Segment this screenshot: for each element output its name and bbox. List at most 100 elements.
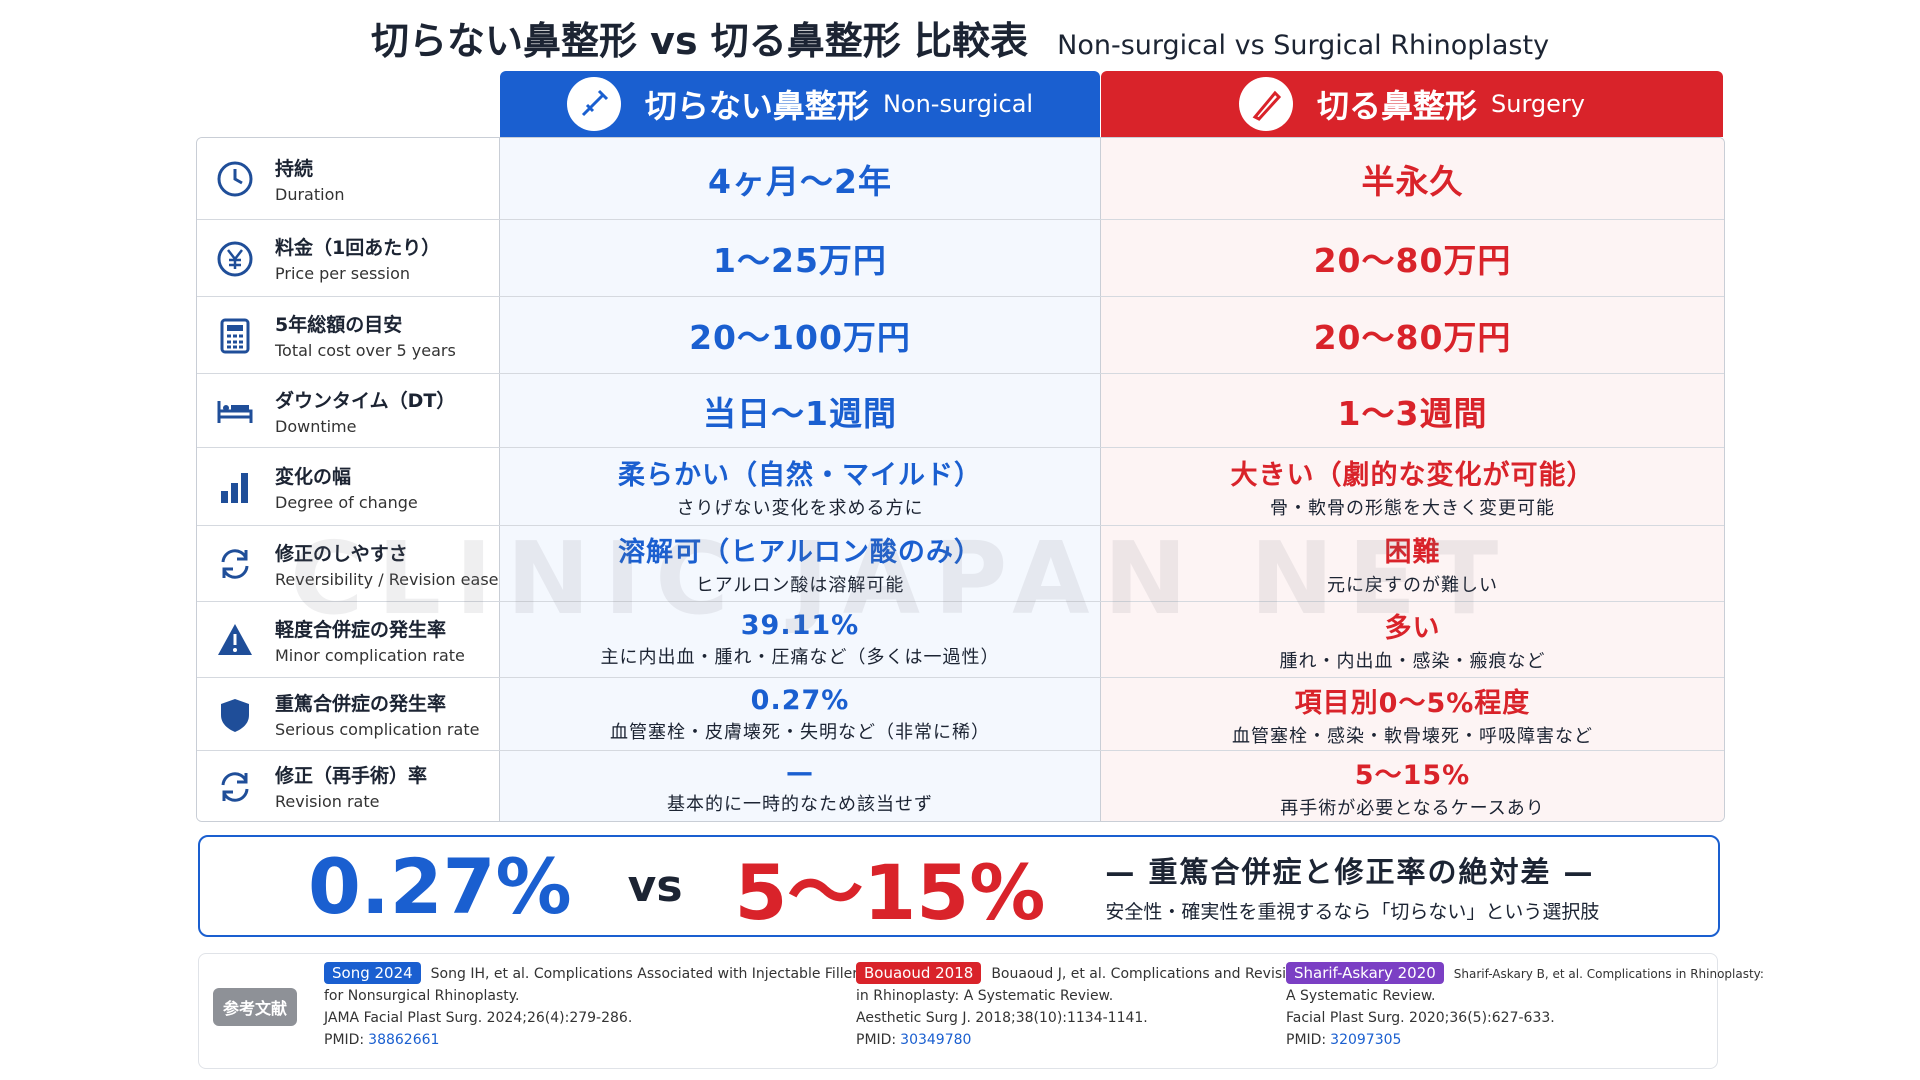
surgical-note: 骨・軟骨の形態を大きく変更可能 <box>1270 498 1555 519</box>
reference-line: for Nonsurgical Rhinoplasty. <box>324 988 520 1004</box>
row-label: 軽度合併症の発生率 Minor complication rate <box>275 602 465 677</box>
table-row: 重篤合併症の発生率 Serious complication rate 0.27% 血… <box>197 677 1724 750</box>
pmid-label: PMID: <box>856 1032 897 1048</box>
nonsurgical-cell: 20～100万円 <box>500 297 1101 373</box>
surgical-cell: 困難 元に戻すのが難しい <box>1101 526 1724 601</box>
reference-first-line: Song 2024 Song IH, et al. Complications A… <box>324 962 865 985</box>
row-label-ja: 5年総額の目安 <box>275 314 403 336</box>
reference-line: A Systematic Review. <box>1286 988 1436 1004</box>
summary-left: 0.27% <box>308 841 572 931</box>
reference-line: Aesthetic Surg J. 2018;38(10):1134-1141. <box>856 1010 1148 1026</box>
row-icon <box>221 698 249 732</box>
row-label-en: Serious complication rate <box>275 720 480 739</box>
row-label-cell: 5年総額の目安 Total cost over 5 years <box>197 297 500 373</box>
summary-box: 0.27% vs 5～15% — 重篤合併症と修正率の絶対差 — 安全性・確実性… <box>198 835 1720 937</box>
table-row: 修正（再手術）率 Revision rate — 基本的に一時的なため該当せず 5～15… <box>197 750 1724 821</box>
surgical-cell: 項目別0～5%程度 血管塞栓・感染・軟骨壊死・呼吸障害など <box>1101 678 1724 750</box>
surgical-value: 大きい（劇的な変化が可能） <box>1230 460 1595 491</box>
row-label-en: Price per session <box>275 264 411 283</box>
row-icon <box>221 549 249 579</box>
row-label-ja: 料金（1回あたり） <box>275 237 441 259</box>
subtitle: Non-surgical vs Surgical Rhinoplasty <box>1057 30 1550 61</box>
nonsurgical-note: ヒアルロン酸は溶解可能 <box>695 575 905 596</box>
nonsurgical-note: 基本的に一時的なため該当せず <box>667 793 933 815</box>
watermark: CLINIC JAPAN NET <box>290 520 1513 637</box>
row-label-ja: 修正のしやすさ <box>275 542 408 565</box>
surgical-note: 血管塞栓・感染・軟骨壊死・呼吸障害など <box>1232 725 1593 747</box>
nonsurgical-cell: 柔らかい（自然・マイルド） さりげない変化を求める方に <box>500 448 1101 525</box>
row-label-ja: 修正（再手術）率 <box>275 765 428 787</box>
reference-line: JAMA Facial Plast Surg. 2024;26(4):279-2… <box>324 1010 633 1026</box>
row-icon <box>220 318 250 353</box>
summary-right: 5～15% <box>734 848 1046 937</box>
column-title: 切らない鼻整形 <box>644 87 869 125</box>
pmid-label: PMID: <box>1286 1032 1327 1048</box>
row-label: 修正のしやすさ Reversibility / Revision ease <box>275 526 499 601</box>
surgical-value: 20～80万円 <box>1313 318 1512 357</box>
nonsurgical-cell: 溶解可（ヒアルロン酸のみ） ヒアルロン酸は溶解可能 <box>500 526 1101 601</box>
row-label-ja: ダウンタイム（DT） <box>275 389 456 412</box>
column-title: 切る鼻整形 <box>1317 87 1478 125</box>
nonsurgical-header: 切らない鼻整形 Non-surgical <box>500 71 1100 137</box>
row-label: 持続 Duration <box>275 138 345 219</box>
surgical-value: 多い <box>1384 613 1441 644</box>
nonsurgical-note: 主に内出血・腫れ・圧痛など（多くは一過性） <box>600 647 1000 668</box>
row-label-ja: 軽度合併症の発生率 <box>275 618 447 641</box>
row-label: ダウンタイム（DT） Downtime <box>275 374 455 447</box>
row-label-en: Total cost over 5 years <box>275 341 456 360</box>
row-icon <box>218 624 252 655</box>
pmid-line: PMID: 30349780 <box>856 1029 1286 1051</box>
column-subtitle: Non-surgical <box>882 90 1034 118</box>
pmid-link[interactable]: 32097305 <box>1330 1032 1402 1048</box>
nonsurgical-cell: 1～25万円 <box>500 220 1101 296</box>
reference-first-line: Sharif-Askary 2020 Sharif-Askary B, et al… <box>1286 962 1764 985</box>
reference: Bouaoud 2018 Bouaoud J, et al. Complicati… <box>856 962 1303 1051</box>
nonsurgical-value: 20～100万円 <box>689 318 911 357</box>
pmid-line: PMID: 38862661 <box>324 1029 754 1051</box>
nonsurgical-value: 当日～1週間 <box>703 393 897 433</box>
pmid-link[interactable]: 30349780 <box>900 1032 972 1048</box>
pmid-line: PMID: 32097305 <box>1286 1029 1716 1051</box>
row-icon <box>217 401 253 423</box>
row-label-cell: 修正のしやすさ Reversibility / Revision ease <box>197 526 500 601</box>
surgical-cell: 1～3週間 <box>1101 374 1724 447</box>
row-label-en: Degree of change <box>275 492 418 512</box>
pmid-link[interactable]: 38862661 <box>368 1032 440 1048</box>
reference: Sharif-Askary 2020 Sharif-Askary B, et al… <box>1286 962 1764 1051</box>
reference-tag: Bouaoud 2018 <box>856 962 982 984</box>
surgical-cell: 20～80万円 <box>1101 220 1724 296</box>
row-label-ja: 変化の幅 <box>275 465 352 488</box>
surgical-value: 5～15% <box>1354 759 1471 791</box>
nonsurgical-note: さりげない変化を求める方に <box>676 498 924 519</box>
nonsurgical-cell: 39.11% 主に内出血・腫れ・圧痛など（多くは一過性） <box>500 602 1101 677</box>
table-row: ダウンタイム（DT） Downtime 当日～1週間 1～3週間 <box>197 373 1724 447</box>
surgical-value: 半永久 <box>1361 161 1464 201</box>
reference-tag: Sharif-Askary 2020 <box>1286 962 1444 984</box>
table-row: 変化の幅 Degree of change 柔らかい（自然・マイルド） さりげない変化… <box>197 447 1724 525</box>
table-row: 軽度合併症の発生率 Minor complication rate 39.11% 主に… <box>197 601 1724 677</box>
title: 切らない鼻整形 vs 切る鼻整形 比較表 <box>370 19 1029 63</box>
nonsurgical-cell: — 基本的に一時的なため該当せず <box>500 751 1101 821</box>
column-subtitle: Surgery <box>1491 90 1585 118</box>
row-label-en: Downtime <box>275 416 357 436</box>
surgical-cell: 多い 腫れ・内出血・感染・瘢痕など <box>1101 602 1724 677</box>
row-label-cell: ダウンタイム（DT） Downtime <box>197 374 500 447</box>
row-label: 重篤合併症の発生率 Serious complication rate <box>275 678 479 750</box>
table-row: 5年総額の目安 Total cost over 5 years 20～100万円 20… <box>197 296 1724 373</box>
row-label: 修正（再手術）率 Revision rate <box>275 751 427 821</box>
surgical-cell: 大きい（劇的な変化が可能） 骨・軟骨の形態を大きく変更可能 <box>1101 448 1724 525</box>
row-icon <box>217 241 253 276</box>
surgical-cell: 20～80万円 <box>1101 297 1724 373</box>
references: 参考文献 Song 2024 Song IH, et al. Complicati… <box>198 953 1764 1069</box>
row-label-cell: 修正（再手術）率 Revision rate <box>197 751 500 821</box>
surgical-value: 困難 <box>1384 537 1441 568</box>
row-label: 料金（1回あたり） Price per session <box>275 220 440 296</box>
nonsurgical-cell: 当日～1週間 <box>500 374 1101 447</box>
reference-line: Bouaoud J, et al. Complications and Revi… <box>991 966 1304 982</box>
row-label-en: Reversibility / Revision ease <box>275 569 499 589</box>
summary-headline: — 重篤合併症と修正率の絶対差 — <box>1105 854 1595 889</box>
nonsurgical-value: 1～25万円 <box>713 241 887 280</box>
table-row: 持続 Duration 4ヶ月～2年 半永久 <box>197 138 1724 219</box>
reference-line: Song IH, et al. Complications Associated… <box>430 966 866 982</box>
